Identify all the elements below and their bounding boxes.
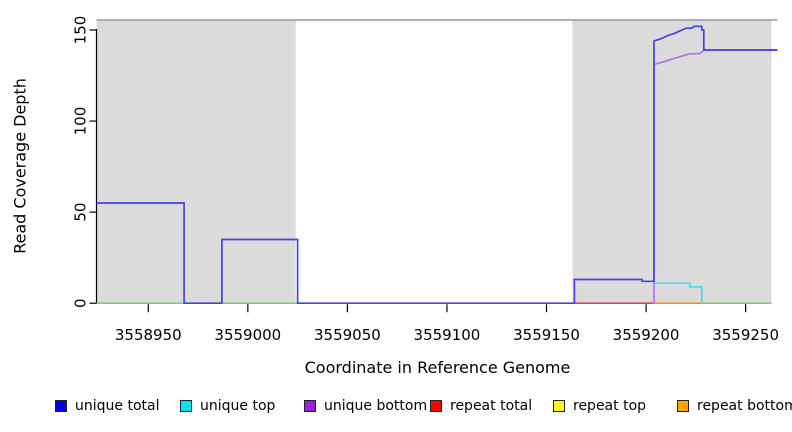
legend: unique total unique top unique bottom repea… bbox=[0, 397, 792, 421]
legend-label: repeat bottom bbox=[697, 398, 792, 414]
legend-swatch-icon bbox=[677, 400, 689, 412]
legend-label: repeat total bbox=[450, 398, 533, 414]
legend-label: unique bottom bbox=[324, 398, 428, 414]
x-tick-label: 3559100 bbox=[414, 326, 481, 344]
x-tick-label: 3559150 bbox=[513, 326, 580, 344]
series-line-unique-bottom bbox=[653, 49, 778, 304]
repeat-region-rect bbox=[572, 19, 772, 304]
legend-item-repeat-top: repeat top bbox=[553, 397, 646, 415]
x-tick-label: 3559000 bbox=[214, 326, 281, 344]
legend-item-unique-total: unique total bbox=[55, 397, 159, 415]
legend-item-unique-bottom: unique bottom bbox=[304, 397, 427, 415]
legend-item-unique-top: unique top bbox=[180, 397, 275, 415]
legend-label: repeat top bbox=[573, 398, 647, 414]
x-tick-label: 3559050 bbox=[314, 326, 381, 344]
x-tick-label: 3558950 bbox=[115, 326, 182, 344]
legend-label: unique total bbox=[75, 398, 160, 414]
y-tick-label: 150 bbox=[72, 16, 90, 45]
x-tick-label: 3559200 bbox=[613, 326, 680, 344]
legend-swatch-icon bbox=[430, 400, 442, 412]
y-axis-title: Read Coverage Depth bbox=[10, 78, 30, 254]
legend-swatch-icon bbox=[55, 400, 67, 412]
legend-swatch-icon bbox=[180, 400, 192, 412]
y-tick-label: 0 bbox=[72, 298, 90, 308]
legend-swatch-icon bbox=[553, 400, 565, 412]
y-tick-label: 100 bbox=[72, 107, 90, 136]
repeat-region-rect bbox=[96, 19, 296, 304]
x-tick-label: 3559250 bbox=[712, 326, 779, 344]
y-tick-label: 50 bbox=[72, 203, 90, 222]
coverage-plot-canvas: 0 50 100 150 3558950 3559000 3559050 3559100 355… bbox=[72, 16, 780, 345]
legend-swatch-icon bbox=[304, 400, 316, 412]
x-axis-title: Coordinate in Reference Genome bbox=[304, 358, 571, 377]
series-line-unique-total bbox=[96, 25, 778, 305]
legend-label: unique top bbox=[200, 398, 276, 414]
series-line-unique-top bbox=[654, 282, 703, 304]
legend-item-repeat-bottom: repeat bottom bbox=[677, 397, 792, 415]
legend-item-repeat-total: repeat total bbox=[430, 397, 532, 415]
